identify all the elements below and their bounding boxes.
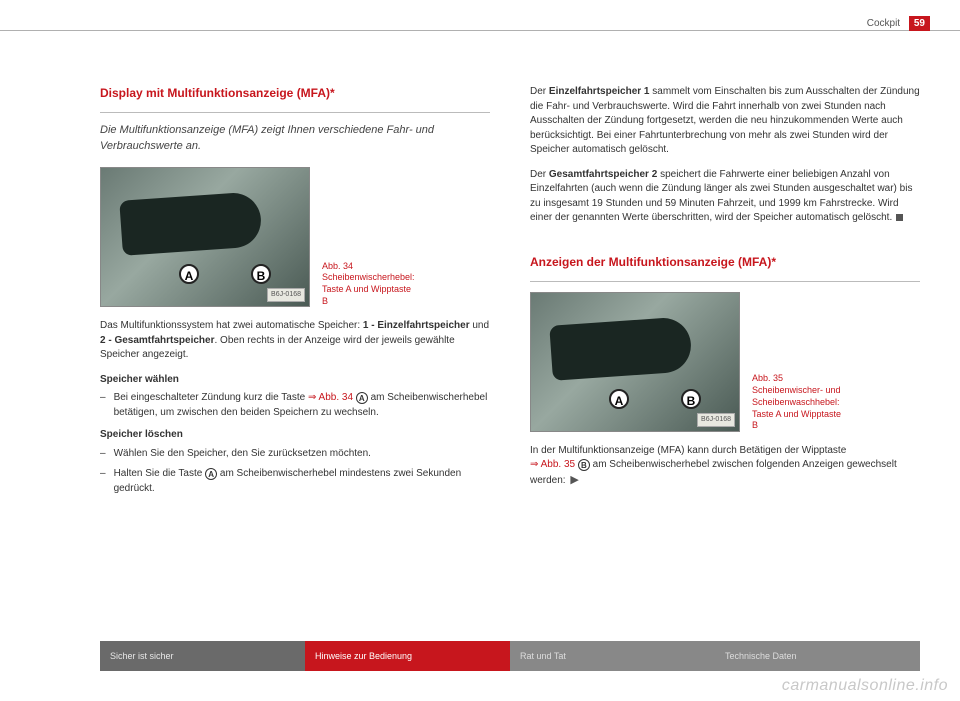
list-text: Bei eingeschalteter Zündung kurz die Tas…	[114, 391, 490, 420]
list-item: – Bei eingeschalteter Zündung kurz die T…	[100, 391, 490, 420]
subhead-loeschen: Speicher löschen	[100, 428, 490, 443]
list-item: – Wählen Sie den Speicher, den Sie zurüc…	[100, 447, 490, 462]
figure-tag: B6J-0168	[267, 288, 305, 302]
text-bold: 1 - Einzelfahrtspeicher	[363, 320, 470, 331]
text: In der Multifunktionsanzeige (MFA) kann …	[530, 445, 846, 456]
content: Display mit Multifunktionsanzeige (MFA)*…	[100, 85, 920, 621]
figure-35-caption: Abb. 35 Scheibenwischer- und Scheibenwas…	[752, 373, 847, 431]
spacer	[530, 236, 920, 254]
heading-mfa-anzeigen: Anzeigen der Multifunktionsanzeige (MFA)…	[530, 254, 920, 271]
figure-34-image: A B B6J-0168	[100, 167, 310, 307]
figure-34: A B B6J-0168 Abb. 34 Scheibenwischerhebe…	[100, 167, 490, 307]
lead-text: Die Multifunktionsanzeige (MFA) zeigt Ih…	[100, 123, 490, 155]
text: Halten Sie die Taste	[114, 468, 206, 479]
rule	[530, 281, 920, 282]
button-ref-b: B	[578, 459, 590, 471]
page-number: 59	[909, 16, 930, 31]
figure-tag: B6J-0168	[697, 413, 735, 427]
list-item: – Halten Sie die Taste A am Scheibenwisc…	[100, 467, 490, 496]
para-wipptaste: In der Multifunktionsanzeige (MFA) kann …	[530, 444, 920, 489]
list-text: Halten Sie die Taste A am Scheibenwische…	[114, 467, 490, 496]
heading-mfa-display: Display mit Multifunktionsanzeige (MFA)*	[100, 85, 490, 102]
section-name: Cockpit	[867, 18, 900, 29]
ref-link[interactable]: ⇒ Abb. 34	[308, 392, 353, 403]
para-speicher-intro: Das Multifunktionssystem hat zwei automa…	[100, 319, 490, 363]
rule	[100, 112, 490, 113]
text: Das Multifunktionssystem hat zwei automa…	[100, 320, 363, 331]
dash: –	[100, 391, 106, 420]
subhead-waehlen: Speicher wählen	[100, 373, 490, 388]
header: Cockpit 59	[867, 16, 930, 31]
marker-a: A	[179, 264, 199, 284]
right-column: Der Einzelfahrtspeicher 1 sammelt vom Ei…	[530, 85, 920, 621]
figure-34-caption: Abb. 34 Scheibenwischerhebel: Taste A un…	[322, 261, 417, 308]
button-ref-a: A	[205, 468, 217, 480]
footer-tabs: Sicher ist sicher Hinweise zur Bedienung…	[100, 641, 920, 671]
para-gesamtfahrtspeicher: Der Gesamtfahrtspeicher 2 speichert die …	[530, 168, 920, 226]
tab-rat[interactable]: Rat und Tat	[510, 641, 715, 671]
marker-a: A	[609, 389, 629, 409]
end-marker	[896, 214, 903, 221]
text-bold: Gesamtfahrtspeicher 2	[549, 169, 657, 180]
left-column: Display mit Multifunktionsanzeige (MFA)*…	[100, 85, 490, 621]
figure-35-image: A B B6J-0168	[530, 292, 740, 432]
figure-35: A B B6J-0168 Abb. 35 Scheibenwischer- un…	[530, 292, 920, 432]
text: Bei eingeschalteter Zündung kurz die Tas…	[114, 392, 308, 403]
tab-technische[interactable]: Technische Daten	[715, 641, 920, 671]
continue-icon: ▶	[570, 473, 578, 489]
text: Der	[530, 86, 549, 97]
marker-b: B	[251, 264, 271, 284]
ref-link[interactable]: ⇒ Abb. 35	[530, 459, 575, 470]
tab-hinweise[interactable]: Hinweise zur Bedienung	[305, 641, 510, 671]
marker-b: B	[681, 389, 701, 409]
dash: –	[100, 447, 106, 462]
dash: –	[100, 467, 106, 496]
text-bold: 2 - Gesamtfahrtspeicher	[100, 335, 215, 346]
top-rule	[0, 30, 960, 31]
para-einzelfahrtspeicher: Der Einzelfahrtspeicher 1 sammelt vom Ei…	[530, 85, 920, 158]
list-text: Wählen Sie den Speicher, den Sie zurücks…	[114, 447, 371, 462]
text: Der	[530, 169, 549, 180]
tab-sicher[interactable]: Sicher ist sicher	[100, 641, 305, 671]
text-bold: Einzelfahrtspeicher 1	[549, 86, 650, 97]
watermark: carmanualsonline.info	[782, 677, 948, 695]
button-ref-a: A	[356, 392, 368, 404]
text: und	[470, 320, 489, 331]
